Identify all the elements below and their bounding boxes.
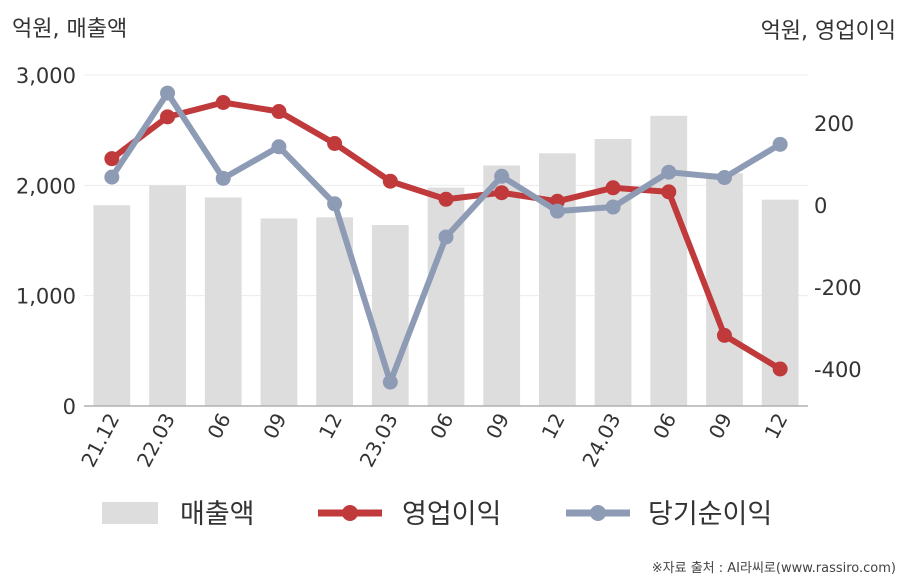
data-point (104, 151, 120, 167)
x-tick-label: 22.03 (132, 409, 180, 471)
left-axis-unit: 억원, 매출액 (12, 17, 127, 42)
data-point (605, 180, 621, 196)
x-tick-label: 12 (314, 409, 347, 443)
data-point (327, 196, 343, 212)
data-point (549, 203, 565, 219)
x-tick-label: 06 (425, 409, 458, 443)
data-point (215, 95, 231, 110)
source-note: ※자료 출처 : AI라씨로(www.rassiro.com) (652, 561, 896, 576)
bar (93, 205, 131, 406)
data-point (271, 139, 287, 155)
legend-marker-op (342, 505, 358, 521)
right-tick-label: 200 (814, 112, 854, 136)
operating-profit-series (104, 95, 788, 377)
bar (594, 138, 632, 406)
data-point (271, 104, 287, 120)
x-tick-label: 12 (759, 409, 792, 443)
x-tick-label: 12 (537, 409, 570, 443)
left-tick-label: 1,000 (16, 285, 76, 309)
data-point (772, 361, 788, 377)
data-point (661, 164, 677, 180)
data-point (716, 327, 732, 343)
legend-label-op: 영업이익 (402, 499, 501, 530)
data-point (215, 170, 231, 186)
legend-label-sales: 매출액 (180, 499, 255, 530)
data-point (494, 185, 510, 201)
data-point (772, 136, 788, 152)
x-tick-label: 21.12 (76, 409, 124, 471)
right-tick-label: 0 (814, 194, 827, 218)
bar (483, 165, 521, 406)
data-point (661, 184, 677, 200)
bar (706, 173, 743, 406)
x-tick-label: 06 (203, 409, 236, 443)
sales-bars (93, 115, 799, 406)
data-point (494, 168, 510, 184)
x-tick-label: 09 (704, 409, 737, 443)
legend-swatch-sales (102, 502, 158, 524)
net-income-series (104, 85, 788, 390)
right-tick-label: -400 (814, 358, 862, 382)
data-point (160, 109, 176, 125)
data-point (438, 229, 454, 245)
series-lines (104, 85, 788, 390)
data-point (382, 374, 398, 390)
bar (650, 115, 688, 406)
legend: 매출액 영업이익 당기순이익 (102, 499, 772, 530)
x-axis-ticks: 21.12 22.03 06 09 12 23.03 06 09 12 24.03 06 09 12 (76, 409, 792, 471)
right-axis-unit: 억원, 영업이익 (761, 19, 896, 44)
left-axis-ticks: 0 1,000 2,000 3,000 (16, 64, 76, 419)
x-tick-label: 09 (481, 409, 514, 443)
data-point (327, 136, 343, 151)
legend-marker-net (590, 505, 606, 521)
left-tick-label: 2,000 (16, 174, 76, 198)
x-tick-label: 23.03 (355, 409, 403, 471)
data-point (438, 191, 454, 207)
bar (204, 197, 242, 406)
data-point (382, 173, 398, 189)
legend-label-net: 당기순이익 (648, 499, 772, 530)
data-point (605, 199, 621, 215)
left-tick-label: 0 (63, 395, 76, 419)
x-tick-label: 24.03 (577, 409, 625, 471)
data-point (104, 169, 120, 185)
data-point (716, 170, 732, 186)
bar (260, 218, 298, 406)
left-tick-label: 3,000 (16, 64, 76, 88)
data-point (160, 85, 176, 101)
right-tick-label: -200 (814, 276, 862, 300)
x-tick-label: 06 (648, 409, 681, 443)
right-axis-ticks: -400 -200 0 200 (814, 112, 862, 382)
bar (149, 185, 186, 406)
bar (539, 153, 576, 406)
x-tick-label: 09 (258, 409, 291, 443)
